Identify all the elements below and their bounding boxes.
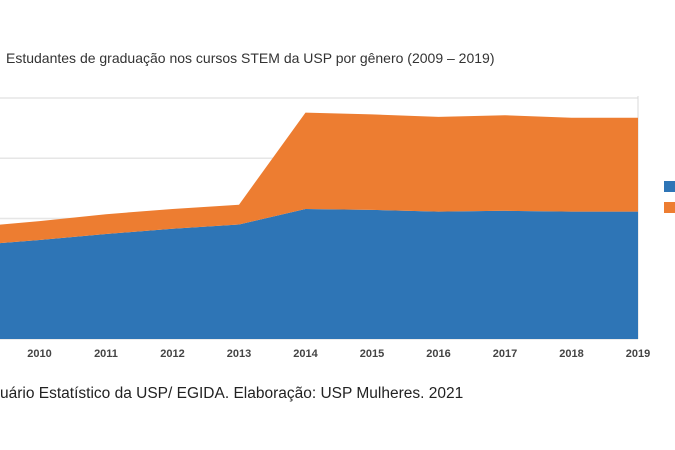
- x-tick-label: 2012: [160, 348, 184, 360]
- x-tick-label: 2010: [27, 348, 51, 360]
- x-tick-label: 2014: [293, 348, 318, 360]
- x-tick-label: 2019: [626, 348, 650, 360]
- x-tick-label: 2015: [360, 348, 384, 360]
- x-tick-label: 2013: [227, 348, 251, 360]
- x-tick-label: 2018: [559, 348, 583, 360]
- x-tick-label: 2011: [94, 348, 118, 360]
- chart-title: Estudantes de graduação nos cursos STEM …: [6, 50, 495, 66]
- stacked-areas: [0, 112, 638, 339]
- x-axis: 2009201020112012201320142015201620172018…: [27, 348, 650, 360]
- legend-swatch-2: [664, 202, 675, 213]
- area-series-2: [0, 112, 638, 244]
- legend-swatch-1: [664, 181, 675, 192]
- legend: [664, 181, 675, 213]
- area-series-1: [0, 209, 638, 339]
- x-tick-label: 2017: [493, 348, 517, 360]
- x-tick-label: 2016: [426, 348, 450, 360]
- source-caption: uário Estatístico da USP/ EGIDA. Elabora…: [0, 385, 464, 402]
